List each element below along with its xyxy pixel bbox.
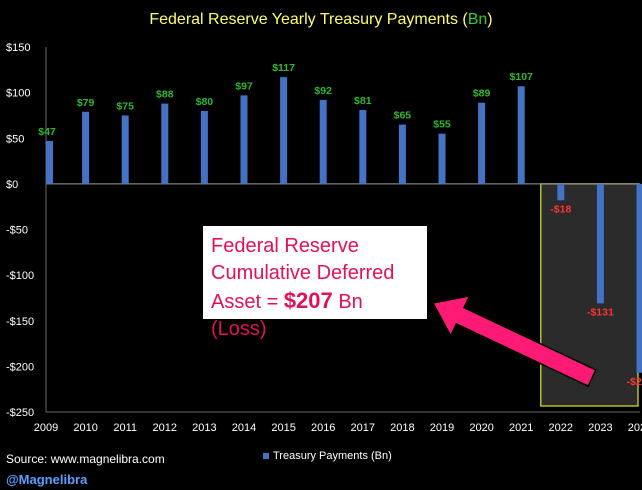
data-label: $92 (314, 85, 332, 97)
bar (161, 103, 169, 184)
bar (46, 140, 53, 184)
data-label: $80 (196, 96, 214, 108)
data-label: -$207 (627, 376, 642, 388)
x-tick-label: 2023 (588, 422, 612, 434)
bar (319, 99, 327, 184)
bar (121, 115, 129, 184)
x-tick-label: 2013 (192, 422, 216, 434)
x-tick-label: 2017 (351, 422, 375, 434)
data-label: $65 (394, 110, 412, 122)
y-tick-label: $50 (6, 133, 24, 145)
chart-title-unit: Bn (468, 11, 488, 28)
y-tick-label: $100 (6, 88, 30, 100)
bar (398, 124, 406, 184)
y-tick-label: -$150 (6, 316, 34, 328)
legend: Treasury Payments (Bn) (263, 450, 392, 462)
bar (359, 109, 367, 184)
data-label: -$131 (587, 306, 614, 318)
chart-title-main: Federal Reserve Yearly Treasury Payments… (149, 11, 468, 28)
bar (280, 77, 288, 184)
bar (557, 183, 565, 201)
x-tick-label: 2015 (271, 422, 295, 434)
data-label: $107 (510, 71, 534, 83)
bar (636, 183, 642, 373)
x-tick-label: 2014 (232, 422, 256, 434)
y-tick-label: -$250 (6, 407, 34, 419)
bar (517, 86, 525, 184)
x-tick-label: 2021 (509, 422, 533, 434)
callout-line-1: Federal Reserve (211, 235, 359, 257)
data-labels: $47 $79 $75 $88 $80 $97 $117 $92 $81 $65 $55 $89 $10… (38, 62, 642, 388)
bar (596, 183, 604, 304)
chart-title: Federal Reserve Yearly Treasury Payments… (149, 11, 492, 28)
axes: $150 $100 $50 $0 -$50 -$100 -$150 -$200 -$250200… (6, 42, 642, 434)
x-tick-label: 2018 (390, 422, 414, 434)
callout-box: Federal Reserve Cumulative Deferred Asse… (203, 226, 427, 340)
data-label: $79 (77, 97, 95, 109)
data-label: $97 (235, 80, 253, 92)
source-text: Source: www.magnelibra.com (6, 452, 165, 466)
callout-line-2: Cumulative Deferred (211, 262, 395, 284)
y-tick-label: $150 (6, 42, 30, 54)
data-label: $47 (38, 126, 56, 138)
arrow-shape (431, 294, 597, 388)
bar (240, 95, 248, 184)
y-tick-label: $0 (6, 179, 18, 191)
bar (438, 133, 446, 184)
chart-title-close: ) (487, 11, 492, 28)
y-tick-label: -$100 (6, 270, 34, 282)
x-tick-label: 2019 (430, 422, 454, 434)
x-tick-label: 2020 (469, 422, 493, 434)
callout-line-3: Asset = $207 Bn (Loss) (211, 287, 419, 343)
x-tick-label: 2024 (628, 422, 642, 434)
data-label: -$18 (550, 203, 571, 215)
legend-swatch (263, 453, 269, 459)
data-label: $88 (156, 89, 174, 101)
x-tick-label: 2009 (34, 422, 58, 434)
data-label: $81 (354, 95, 372, 107)
y-tick-label: -$200 (6, 361, 34, 373)
bar (478, 102, 486, 184)
x-tick-label: 2022 (549, 422, 573, 434)
bars (46, 77, 642, 373)
legend-label: Treasury Payments (Bn) (273, 450, 392, 462)
y-tick-label: -$50 (6, 225, 28, 237)
data-label: $89 (473, 88, 491, 100)
x-tick-label: 2010 (73, 422, 97, 434)
handle-link[interactable]: @Magnelibra (6, 472, 88, 487)
data-label: $117 (272, 62, 295, 74)
x-tick-label: 2011 (113, 422, 137, 434)
x-tick-label: 2016 (311, 422, 335, 434)
bar (200, 110, 208, 184)
callout-amount: $207 (283, 288, 333, 313)
data-label: $75 (116, 100, 134, 112)
bar (82, 111, 90, 184)
x-tick-label: 2012 (153, 422, 177, 434)
callout-suffix: Bn (Loss) (211, 291, 363, 340)
data-label: $55 (433, 119, 451, 131)
callout-prefix: Asset = (211, 291, 284, 313)
callout-arrow (431, 294, 597, 388)
